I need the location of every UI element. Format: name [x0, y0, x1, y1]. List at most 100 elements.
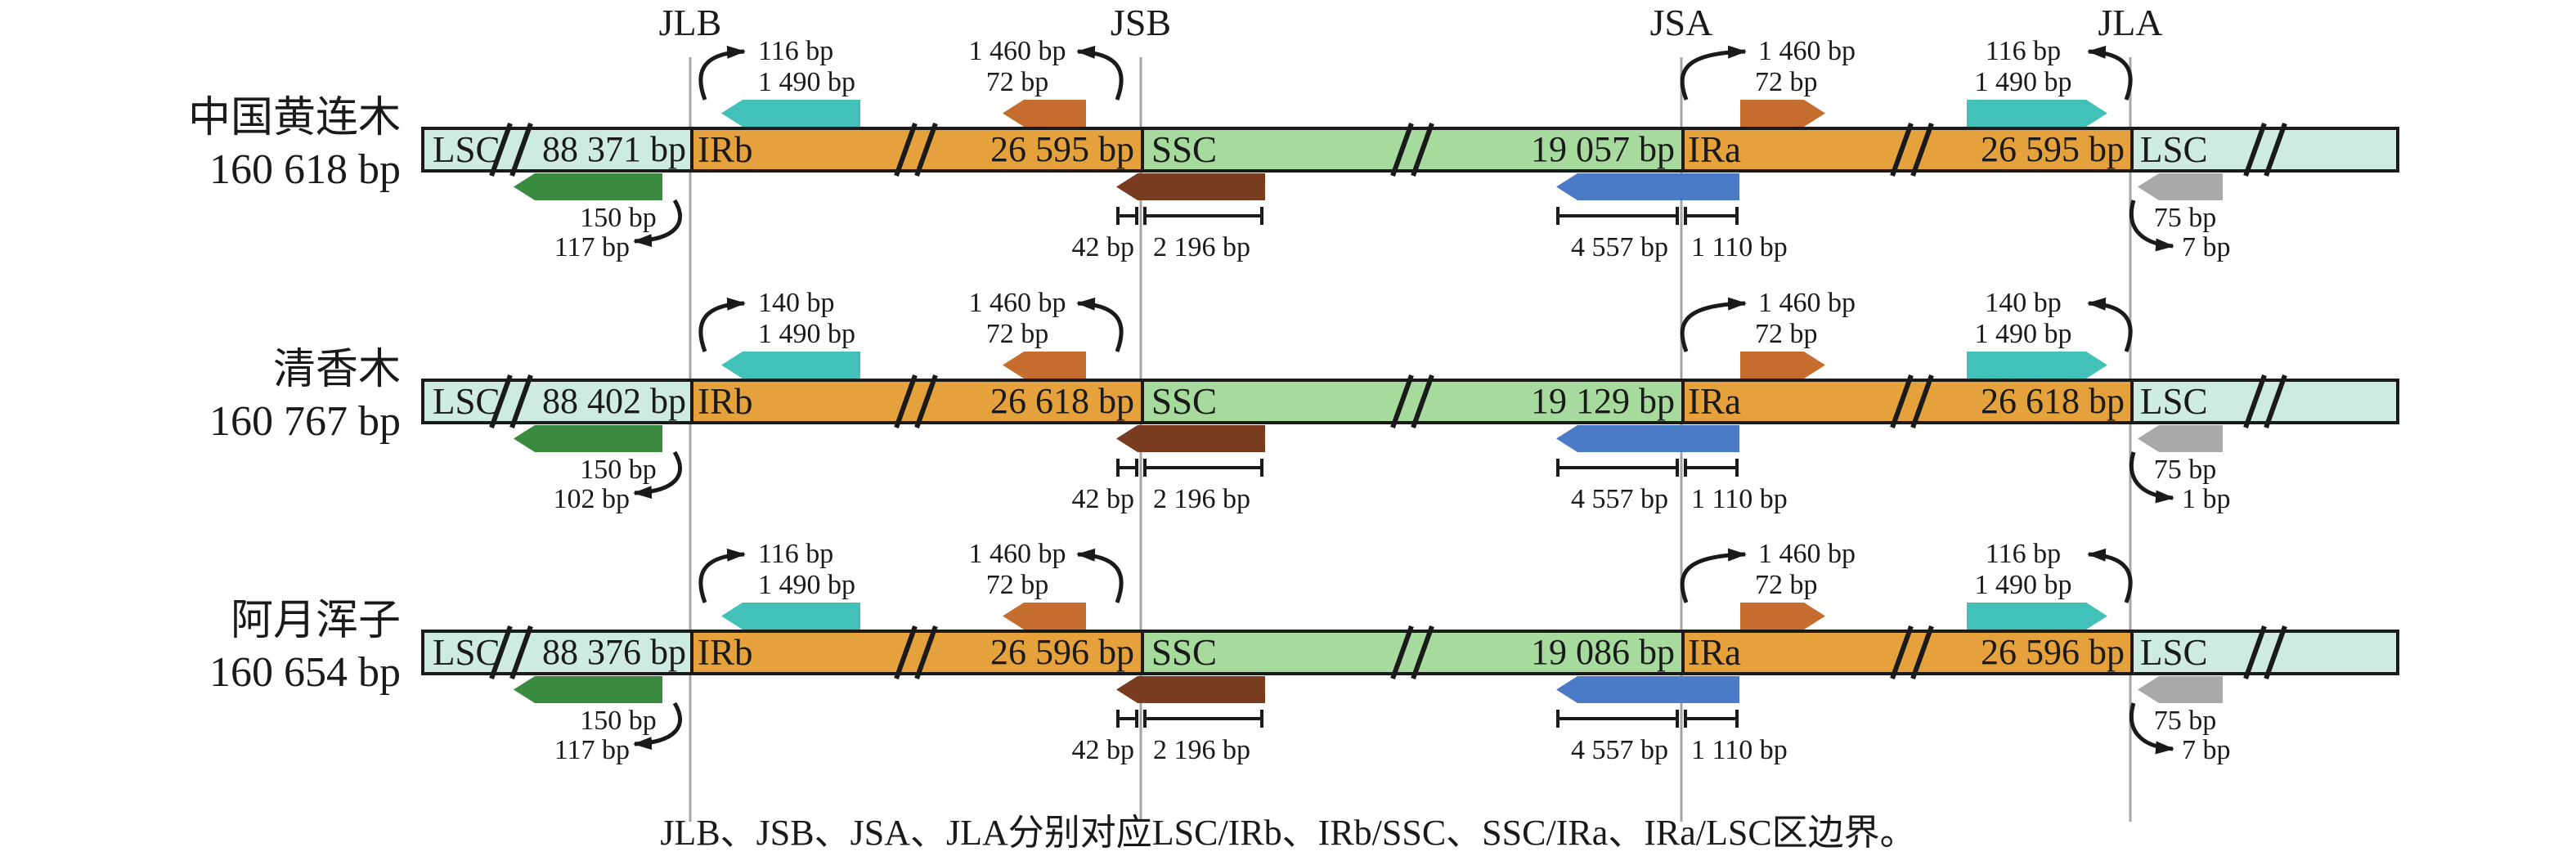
distance-annotation: 116 bp: [758, 539, 834, 569]
region-length-label: 26 618 bp: [1981, 381, 2125, 421]
region-name-label: SSC: [1151, 632, 1218, 673]
genome-size: 160 618 bp: [209, 146, 401, 193]
genome-size: 160 767 bp: [209, 398, 401, 445]
distance-annotation: 72 bp: [985, 319, 1049, 349]
distance-annotation: 1 460 bp: [968, 539, 1066, 569]
region-name-label: LSC: [2140, 632, 2208, 673]
distance-annotation: 75 bp: [2153, 455, 2217, 485]
gene-arrow-teal-right: [1967, 100, 2107, 127]
region-name-label: IRb: [698, 632, 753, 673]
species-name: 阿月浑子: [230, 598, 401, 644]
gene-arrow-blue: [1556, 425, 1739, 452]
region-length-label: 19 129 bp: [1531, 381, 1675, 421]
gene-arrow-brown: [1116, 676, 1265, 703]
region-name-label: LSC: [433, 632, 500, 673]
gene-arrow-orange-left: [1003, 352, 1086, 379]
genome-size: 160 654 bp: [209, 649, 401, 696]
gene-arrow-blue: [1556, 173, 1739, 200]
region-length-label: 19 086 bp: [1531, 632, 1675, 672]
distance-annotation: 1 460 bp: [1758, 36, 1856, 66]
distance-annotation: 7 bp: [2182, 232, 2231, 262]
distance-annotation: 4 557 bp: [1571, 484, 1668, 514]
distance-annotation: 150 bp: [580, 706, 657, 736]
distance-annotation: 2 196 bp: [1153, 735, 1250, 765]
region-name-label: LSC: [2140, 381, 2208, 422]
region-length-label: 26 596 bp: [1981, 632, 2125, 672]
distance-annotation: 102 bp: [553, 484, 631, 514]
distance-annotation: 42 bp: [1071, 735, 1135, 765]
figure-caption: JLB、JSB、JSA、JLA分别对应LSC/IRb、IRb/SSC、SSC/I…: [660, 813, 1916, 853]
distance-annotation: 2 196 bp: [1153, 484, 1250, 514]
distance-annotation: 1 110 bp: [1691, 232, 1788, 262]
gene-arrow-teal-left: [721, 352, 860, 379]
gene-arrow-green: [514, 173, 662, 200]
distance-annotation: 116 bp: [1985, 539, 2062, 569]
gene-arrow-gray: [2138, 173, 2223, 200]
distance-annotation: 75 bp: [2153, 203, 2217, 233]
distance-annotation: 42 bp: [1071, 232, 1135, 262]
distance-annotation: 1 460 bp: [1758, 288, 1856, 318]
gene-arrow-orange-right: [1740, 603, 1825, 630]
distance-annotation: 72 bp: [985, 570, 1049, 600]
region-name-label: IRa: [1688, 129, 1741, 170]
region-length-label: 26 596 bp: [990, 632, 1134, 672]
species-label: 中国黄连木 160 618 bp: [16, 92, 401, 195]
region-length-label: 26 595 bp: [990, 129, 1134, 169]
distance-annotation: 1 490 bp: [758, 67, 855, 97]
distance-annotation: 116 bp: [1985, 36, 2062, 66]
distance-annotation: 1 490 bp: [1974, 319, 2072, 349]
gene-arrow-gray: [2138, 676, 2223, 703]
region-name-label: LSC: [433, 381, 500, 422]
distance-annotation: 4 557 bp: [1571, 735, 1668, 765]
distance-annotation: 150 bp: [580, 203, 657, 233]
distance-annotation: 1 490 bp: [1974, 67, 2072, 97]
region-name-label: IRb: [698, 129, 753, 170]
distance-annotation: 1 bp: [2182, 484, 2231, 514]
region-name-label: IRa: [1688, 632, 1741, 673]
distance-annotation: 42 bp: [1071, 484, 1135, 514]
distance-annotation: 1 490 bp: [758, 570, 855, 600]
gene-arrow-brown: [1116, 173, 1265, 200]
distance-annotation: 72 bp: [1755, 319, 1818, 349]
region-length-label: 88 371 bp: [542, 129, 686, 169]
gene-arrow-orange-right: [1740, 100, 1825, 127]
distance-annotation: 72 bp: [1755, 67, 1818, 97]
region-name-label: SSC: [1151, 129, 1218, 170]
distance-annotation: 140 bp: [1985, 288, 2062, 318]
distance-annotation: 140 bp: [758, 288, 835, 318]
region-length-label: 19 057 bp: [1531, 129, 1675, 169]
gene-arrow-teal-left: [721, 603, 860, 630]
distance-annotation: 2 196 bp: [1153, 232, 1250, 262]
distance-annotation: 1 460 bp: [1758, 539, 1856, 569]
gene-arrow-teal-left: [721, 100, 860, 127]
junction-label-jsb: JSB: [1110, 2, 1172, 43]
junction-label-jsa: JSA: [1649, 2, 1713, 43]
region-segment-lsc-left: [421, 630, 693, 675]
junction-label-jla: JLA: [2098, 2, 2163, 43]
region-length-label: 88 376 bp: [542, 632, 686, 672]
distance-annotation: 72 bp: [985, 67, 1049, 97]
species-label: 阿月浑子 160 654 bp: [16, 595, 401, 698]
distance-annotation: 1 110 bp: [1691, 735, 1788, 765]
gene-arrow-brown: [1116, 425, 1265, 452]
region-length-label: 26 618 bp: [990, 381, 1134, 421]
gene-arrow-orange-left: [1003, 100, 1086, 127]
gene-arrow-orange-right: [1740, 352, 1825, 379]
gene-arrow-blue: [1556, 676, 1739, 703]
gene-arrow-orange-left: [1003, 603, 1086, 630]
distance-annotation: 72 bp: [1755, 570, 1818, 600]
region-name-label: IRa: [1688, 381, 1741, 422]
region-segment-lsc-left: [421, 379, 693, 424]
distance-annotation: 1 460 bp: [968, 288, 1066, 318]
gene-arrow-teal-right: [1967, 603, 2107, 630]
region-length-label: 88 402 bp: [542, 381, 686, 421]
region-length-label: 26 595 bp: [1981, 129, 2125, 169]
distance-annotation: 1 110 bp: [1691, 484, 1788, 514]
gene-arrow-teal-right: [1967, 352, 2107, 379]
junction-label-jlb: JLB: [658, 2, 722, 43]
distance-annotation: 1 460 bp: [968, 36, 1066, 66]
distance-annotation: 150 bp: [580, 455, 657, 485]
distance-annotation: 1 490 bp: [758, 319, 855, 349]
